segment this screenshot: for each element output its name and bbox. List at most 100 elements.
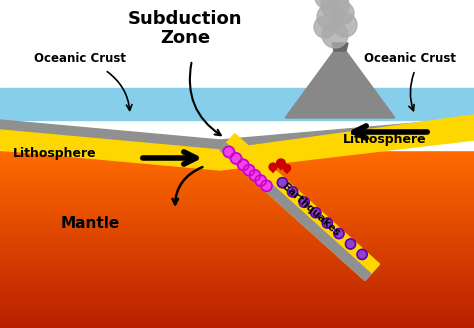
- Circle shape: [299, 197, 309, 207]
- Bar: [0, 241, 474, 242]
- Circle shape: [329, 0, 351, 4]
- Bar: [0, 312, 474, 313]
- Bar: [0, 176, 474, 177]
- Bar: [0, 254, 474, 255]
- Circle shape: [277, 178, 287, 188]
- Bar: [0, 175, 474, 176]
- Circle shape: [332, 2, 354, 24]
- Bar: [0, 287, 474, 288]
- Bar: [0, 314, 474, 315]
- Circle shape: [322, 218, 332, 228]
- Bar: [0, 226, 474, 227]
- Bar: [0, 233, 474, 234]
- Polygon shape: [220, 143, 371, 280]
- Bar: [0, 225, 474, 226]
- Bar: [0, 320, 474, 321]
- Bar: [0, 240, 474, 241]
- Bar: [0, 234, 474, 235]
- Bar: [0, 242, 474, 243]
- Bar: [0, 268, 474, 269]
- Bar: [0, 266, 474, 267]
- Circle shape: [317, 4, 343, 30]
- Bar: [0, 303, 474, 304]
- Bar: [0, 321, 474, 322]
- Bar: [0, 322, 474, 323]
- Bar: [0, 281, 474, 282]
- Bar: [0, 193, 474, 194]
- Bar: [0, 208, 474, 209]
- Text: Earthquakes: Earthquakes: [280, 181, 341, 238]
- Bar: [0, 279, 474, 280]
- Bar: [0, 179, 474, 180]
- Bar: [0, 275, 474, 276]
- Bar: [0, 267, 474, 268]
- Bar: [0, 292, 474, 293]
- Bar: [0, 237, 474, 238]
- Bar: [0, 152, 474, 153]
- Circle shape: [321, 0, 349, 19]
- Bar: [0, 231, 474, 232]
- Circle shape: [357, 249, 367, 259]
- Bar: [0, 283, 474, 284]
- Bar: [0, 213, 474, 214]
- Bar: [0, 178, 474, 179]
- Bar: [0, 244, 474, 245]
- Bar: [0, 185, 474, 186]
- Bar: [0, 286, 474, 287]
- Bar: [0, 166, 474, 167]
- Bar: [0, 149, 474, 150]
- Bar: [0, 295, 474, 296]
- Bar: [0, 264, 474, 265]
- Bar: [0, 293, 474, 294]
- Circle shape: [276, 159, 285, 168]
- Bar: [0, 172, 474, 173]
- Circle shape: [269, 163, 277, 171]
- Bar: [0, 167, 474, 168]
- Bar: [0, 246, 474, 247]
- Bar: [0, 318, 474, 319]
- Bar: [0, 260, 474, 261]
- Bar: [0, 211, 474, 212]
- Bar: [0, 276, 474, 277]
- Bar: [0, 174, 474, 175]
- Bar: [0, 205, 474, 206]
- Bar: [0, 154, 474, 155]
- Bar: [0, 248, 474, 249]
- Bar: [0, 201, 474, 202]
- Bar: [0, 243, 474, 244]
- Bar: [0, 305, 474, 306]
- Bar: [0, 313, 474, 314]
- Bar: [0, 168, 474, 169]
- Bar: [0, 238, 474, 239]
- Bar: [0, 261, 474, 262]
- Bar: [0, 247, 474, 248]
- Bar: [0, 207, 474, 208]
- Bar: [0, 228, 474, 229]
- Bar: [0, 257, 474, 258]
- Bar: [0, 202, 474, 203]
- Bar: [0, 203, 474, 204]
- Polygon shape: [0, 120, 220, 150]
- Bar: [0, 271, 474, 272]
- Bar: [0, 252, 474, 253]
- Bar: [0, 326, 474, 327]
- Bar: [0, 308, 474, 309]
- Circle shape: [244, 165, 255, 175]
- Bar: [0, 186, 474, 187]
- Bar: [0, 181, 474, 182]
- Bar: [0, 294, 474, 295]
- Bar: [0, 280, 474, 281]
- Bar: [0, 251, 474, 252]
- Bar: [0, 232, 474, 233]
- Polygon shape: [220, 118, 474, 150]
- Polygon shape: [276, 163, 285, 170]
- Bar: [0, 256, 474, 257]
- Polygon shape: [269, 167, 277, 173]
- Circle shape: [346, 239, 356, 249]
- Bar: [0, 291, 474, 292]
- Bar: [0, 216, 474, 217]
- Bar: [0, 285, 474, 286]
- Bar: [0, 327, 474, 328]
- Bar: [0, 0, 474, 150]
- Bar: [0, 316, 474, 317]
